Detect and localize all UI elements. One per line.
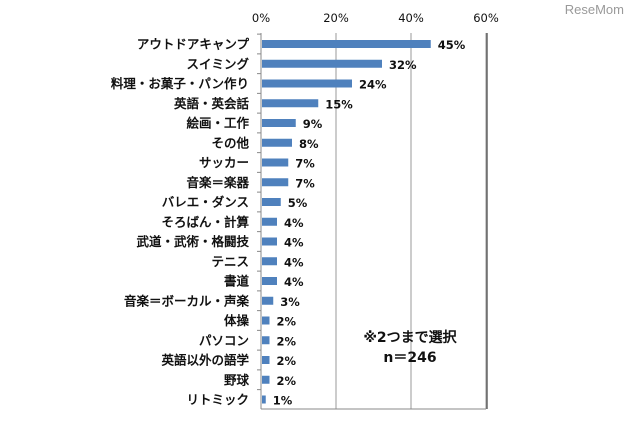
- bar: [262, 99, 319, 108]
- data-label: 45%: [438, 38, 466, 52]
- data-label: 3%: [280, 295, 300, 309]
- annotation-text: n＝246: [383, 350, 436, 366]
- data-label: 4%: [284, 255, 304, 269]
- x-tick-label: 20%: [323, 11, 349, 25]
- category-label: 絵画・工作: [186, 116, 249, 131]
- bar: [262, 356, 270, 364]
- bar: [262, 158, 289, 167]
- data-label: 7%: [295, 157, 315, 171]
- category-label: 体操: [224, 313, 250, 328]
- x-tick-label: 40%: [398, 11, 424, 25]
- x-tick-label: 60%: [473, 11, 499, 25]
- annotation-text: ※2つまで選択: [363, 329, 457, 346]
- bar: [262, 119, 296, 127]
- data-label: 8%: [299, 137, 319, 151]
- data-label: 2%: [277, 374, 297, 388]
- category-label: 音楽＝楽器: [186, 175, 249, 190]
- data-label: 2%: [277, 315, 297, 329]
- data-label: 5%: [288, 196, 308, 210]
- bar: [262, 178, 289, 187]
- category-label: 料理・お菓子・パン作り: [111, 76, 249, 91]
- category-label: リトミック: [186, 392, 249, 407]
- data-label: 7%: [295, 176, 315, 190]
- category-label: そろばん・計算: [161, 214, 249, 229]
- category-label: 野球: [224, 372, 250, 387]
- category-label: サッカー: [199, 155, 249, 170]
- data-label: 2%: [277, 334, 297, 348]
- data-label: 2%: [277, 354, 297, 368]
- bar: [262, 40, 431, 48]
- bar: [262, 395, 266, 404]
- bar: [262, 237, 277, 246]
- data-label: 4%: [284, 275, 304, 289]
- bar: [262, 59, 382, 68]
- category-label: 武道・武術・格闘技: [136, 234, 249, 249]
- x-tick-label: 0%: [252, 11, 270, 25]
- data-label: 9%: [303, 117, 323, 131]
- data-label: 15%: [325, 97, 353, 111]
- data-label: 4%: [284, 236, 304, 250]
- data-label: 1%: [273, 394, 293, 408]
- bar: [262, 79, 352, 88]
- data-label: 4%: [284, 216, 304, 230]
- bar: [262, 277, 277, 285]
- bar: [262, 375, 270, 384]
- bar: [262, 296, 274, 305]
- category-label: その他: [211, 135, 249, 150]
- bar: [262, 336, 270, 345]
- bar: [262, 316, 270, 325]
- bar: [262, 138, 292, 147]
- category-label: テニス: [211, 254, 249, 269]
- bar: [262, 257, 277, 266]
- data-label: 24%: [359, 78, 387, 92]
- watermark-logo: ReseMom: [564, 2, 624, 17]
- category-label: 英語・英会話: [174, 96, 250, 111]
- category-label: スイミング: [186, 56, 249, 71]
- bar: [262, 198, 281, 206]
- category-label: 英語以外の語学: [161, 353, 249, 368]
- category-label: バレエ・ダンス: [162, 195, 249, 210]
- category-label: 音楽＝ボーカル・声楽: [124, 293, 250, 308]
- bar: [262, 217, 277, 226]
- category-label: パソコン: [199, 333, 249, 348]
- data-label: 32%: [389, 58, 417, 72]
- category-label: 書道: [224, 274, 250, 289]
- category-label: アウトドアキャンプ: [137, 37, 250, 52]
